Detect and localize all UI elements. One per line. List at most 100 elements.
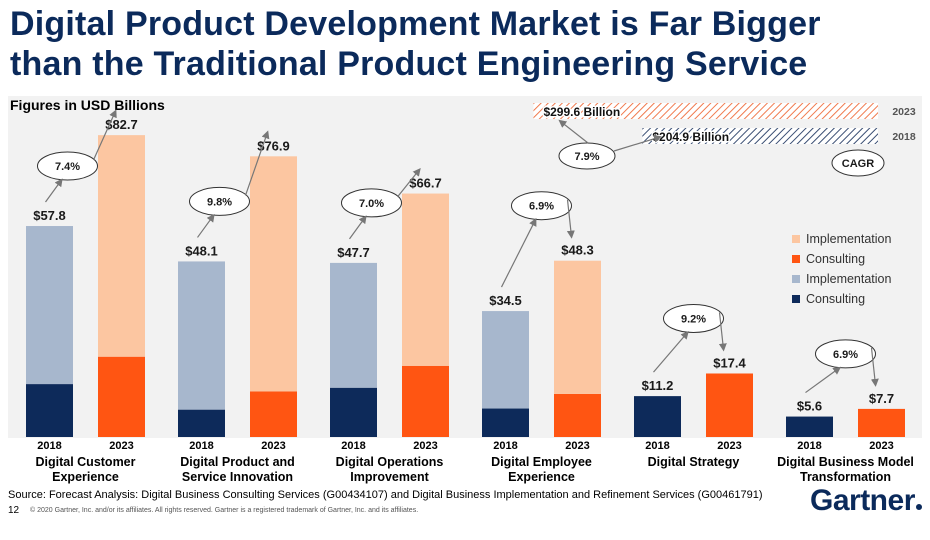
- bar-consulting-2023: [250, 391, 297, 437]
- category-label: Transformation: [800, 470, 891, 484]
- logo-dot: [915, 504, 922, 510]
- cagr-bubble: [511, 191, 572, 221]
- year-tick-label: 2018: [189, 440, 213, 452]
- summary-bar-2018: [642, 128, 878, 144]
- bar-consulting-2018: [26, 384, 73, 437]
- cagr-bubble: [37, 151, 98, 181]
- gartner-logo: Gartner: [810, 484, 922, 518]
- category-label: Digital Product and: [180, 455, 295, 469]
- summary-bar-2023: [533, 103, 878, 119]
- cagr-bubble: [815, 339, 876, 369]
- cagr-key-bubble: [831, 149, 885, 177]
- bar-implementation-2023: [250, 156, 297, 392]
- year-tick-label: 2023: [717, 440, 741, 452]
- bar-implementation-2018: [26, 226, 73, 385]
- legend-swatch: [792, 295, 800, 303]
- bar-implementation-2018: [178, 261, 225, 410]
- year-tick-label: 2018: [493, 440, 517, 452]
- bar-consulting-2023: [98, 356, 145, 437]
- legend-swatch: [792, 275, 800, 283]
- summary-arrow-right: [613, 134, 662, 152]
- summary-bar-label: $299.6 Billion: [543, 105, 620, 119]
- value-label: $34.5: [489, 293, 522, 308]
- category-label: Digital Business Model: [777, 455, 914, 469]
- bar-consulting-2023: [858, 408, 905, 437]
- value-label: $11.2: [642, 378, 674, 393]
- category-label: Digital Customer: [35, 455, 135, 469]
- legend-label: Implementation: [806, 272, 892, 286]
- cagr-bubble: [663, 303, 724, 333]
- year-tick-label: 2023: [413, 440, 437, 452]
- cagr-label: 7.4%: [55, 161, 80, 173]
- bar-consulting-2023: [554, 393, 601, 437]
- units-label: Figures in USD Billions: [10, 97, 165, 113]
- source-note: Source: Forecast Analysis: Digital Busin…: [8, 489, 763, 501]
- cagr-bubble: [341, 188, 402, 218]
- value-label: $57.8: [33, 208, 66, 223]
- cagr-arrow-in: [805, 366, 842, 394]
- bar-consulting-2023: [706, 373, 753, 437]
- cagr-label: 9.8%: [207, 196, 232, 208]
- logo-text: Gartner: [810, 484, 915, 517]
- category-label: Digital Employee: [491, 455, 592, 469]
- year-tick-label: 2018: [645, 440, 669, 452]
- bar-consulting-2018: [786, 416, 833, 437]
- year-tick-label: 2023: [565, 440, 589, 452]
- copyright-note: © 2020 Gartner, Inc. and/or its affiliat…: [30, 507, 419, 514]
- year-tick-label: 2023: [261, 440, 285, 452]
- year-tick-label: 2018: [797, 440, 821, 452]
- summary-bar-label: $204.9 Billion: [652, 130, 729, 144]
- cagr-label: 6.9%: [529, 201, 554, 213]
- bar-implementation-2023: [402, 193, 449, 366]
- cagr-key-label: CAGR: [842, 158, 874, 170]
- cagr-arrow-out: [566, 199, 575, 239]
- value-label: $48.1: [185, 243, 218, 258]
- summary-arrow-up: [558, 119, 589, 144]
- summary-cagr-bubble: [558, 142, 616, 170]
- chart-background: [8, 96, 922, 438]
- value-label: $47.7: [337, 245, 370, 260]
- category-label: Experience: [52, 470, 119, 484]
- value-label: $17.4: [713, 355, 746, 370]
- summary-year-label: 2023: [892, 106, 916, 118]
- value-label: $82.7: [105, 117, 138, 132]
- cagr-arrow-in: [349, 215, 367, 240]
- bar-consulting-2018: [178, 409, 225, 437]
- bar-consulting-2018: [330, 387, 377, 437]
- year-tick-label: 2018: [37, 440, 61, 452]
- category-label: Service Innovation: [182, 470, 293, 484]
- legend-swatch: [792, 255, 800, 263]
- page-title: Digital Product Development Market is Fa…: [10, 4, 920, 84]
- cagr-bubble: [189, 186, 250, 216]
- bar-implementation-2023: [98, 135, 145, 357]
- cagr-arrow-in: [500, 217, 537, 288]
- category-label: Digital Strategy: [648, 455, 740, 469]
- bar-implementation-2023: [554, 260, 601, 394]
- cagr-label: 9.2%: [681, 313, 706, 325]
- cagr-arrow-out: [92, 109, 117, 161]
- cagr-arrow-in: [653, 330, 689, 373]
- bar-consulting-2018: [482, 408, 529, 437]
- cagr-arrow-in: [45, 178, 63, 203]
- legend-label: Consulting: [806, 252, 865, 266]
- value-label: $7.7: [869, 391, 894, 406]
- bar-consulting-2018: [634, 396, 681, 437]
- year-tick-label: 2018: [341, 440, 365, 452]
- legend-label: Consulting: [806, 292, 865, 306]
- legend-swatch: [792, 235, 800, 243]
- cagr-arrow-out: [870, 347, 879, 387]
- bar-implementation-2018: [482, 311, 529, 409]
- value-label: $5.6: [797, 399, 822, 414]
- bar-implementation-2018: [330, 262, 377, 388]
- bar-consulting-2023: [402, 365, 449, 437]
- cagr-arrow-in: [197, 213, 215, 238]
- cagr-label: 6.9%: [833, 349, 858, 361]
- value-label: $76.9: [257, 138, 290, 153]
- legend-label: Implementation: [806, 232, 892, 246]
- summary-year-label: 2018: [892, 131, 916, 143]
- page-number: 12: [8, 505, 20, 516]
- year-tick-label: 2023: [109, 440, 133, 452]
- title-line-2: than the Traditional Product Engineering…: [10, 45, 808, 83]
- summary-cagr-label: 7.9%: [574, 151, 599, 163]
